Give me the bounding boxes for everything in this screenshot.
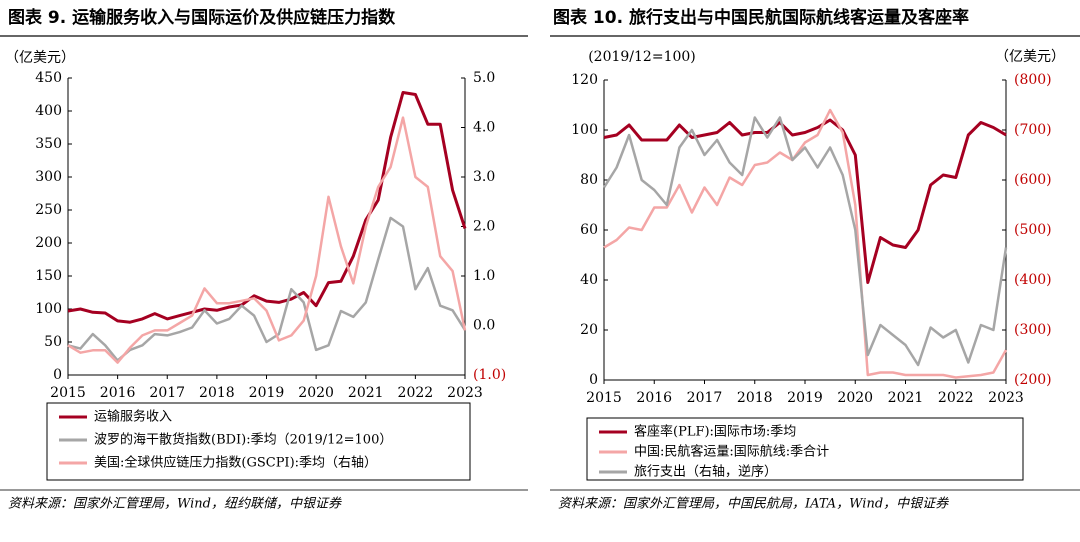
x-tick-label: 2018 (199, 385, 235, 401)
x-tick-label: 2020 (298, 385, 334, 401)
x-tick-label: 2021 (888, 390, 924, 406)
legend-box (46, 402, 471, 481)
legend-label: 中国:民航客运量:国际航线:季合计 (634, 444, 829, 460)
y-tick-label: 50 (44, 334, 62, 350)
x-tick-label: 2019 (787, 390, 823, 406)
y2-tick-label: 5.0 (473, 70, 495, 86)
legend-box (586, 417, 1024, 481)
y2-tick-label: (800) (1014, 72, 1052, 88)
y-tick-label: 450 (35, 70, 62, 86)
legend-label: 旅行支出（右轴，逆序） (634, 464, 777, 480)
x-tick-label: 2021 (348, 385, 384, 401)
y-tick-label: 300 (35, 169, 62, 185)
y2-axis-label: （亿美元） (995, 49, 1065, 65)
y-tick-label: 100 (35, 301, 62, 317)
y2-tick-label: (700) (1014, 122, 1052, 138)
y-axis-label: (2019/12=100) (588, 49, 696, 65)
x-tick-label: 2015 (50, 385, 86, 401)
x-tick-label: 2015 (586, 390, 622, 406)
series-line (602, 116, 1008, 367)
series-line (67, 91, 467, 324)
legend-label: 客座率(PLF):国际市场:季均 (634, 424, 796, 440)
y2-tick-label: (500) (1014, 222, 1052, 238)
x-tick-label: 2016 (100, 385, 136, 401)
source-note: 资料来源：国家外汇管理局，Wind，纽约联储，中银证券 (8, 496, 342, 512)
y-tick-label: 350 (35, 136, 62, 152)
x-tick-label: 2020 (837, 390, 873, 406)
legend-label: 美国:全球供应链压力指数(GSCPI):季均（右轴） (94, 455, 377, 471)
x-tick-label: 2018 (737, 390, 773, 406)
series-line (67, 116, 467, 364)
y2-tick-label: (300) (1014, 322, 1052, 338)
source-note: 资料来源：国家外汇管理局，中国民航局，IATA，Wind，中银证券 (558, 496, 949, 512)
y-tick-label: 20 (580, 322, 598, 338)
series-line (67, 216, 467, 362)
y-tick-label: 120 (571, 72, 598, 88)
y2-tick-label: 4.0 (473, 120, 495, 136)
y2-tick-label: 3.0 (473, 169, 495, 185)
y2-tick-label: (200) (1014, 372, 1052, 388)
x-tick-label: 2017 (687, 390, 723, 406)
y2-tick-label: 2.0 (473, 219, 495, 235)
x-tick-label: 2022 (938, 390, 974, 406)
x-tick-label: 2023 (988, 390, 1024, 406)
series-line (603, 118, 1007, 284)
y2-tick-label: 1.0 (473, 268, 495, 284)
y-tick-label: 0 (53, 367, 62, 383)
y2-tick-label: (1.0) (473, 367, 506, 383)
x-tick-label: 2017 (149, 385, 185, 401)
chart-title: 图表 9. 运输服务收入与国际运价及供应链压力指数 (8, 7, 396, 28)
y2-tick-label: 0.0 (473, 318, 495, 334)
y-axis-label: （亿美元） (5, 50, 75, 66)
x-tick-label: 2022 (398, 385, 434, 401)
y-tick-label: 250 (35, 202, 62, 218)
x-tick-label: 2019 (249, 385, 285, 401)
x-tick-label: 2023 (447, 385, 483, 401)
y-tick-label: 80 (580, 172, 598, 188)
y2-tick-label: (600) (1014, 172, 1052, 188)
x-tick-label: 2016 (636, 390, 672, 406)
legend-label: 波罗的海干散货指数(BDI):季均（2019/12=100） (94, 432, 392, 448)
y-tick-label: 200 (35, 235, 62, 251)
y-tick-label: 400 (35, 103, 62, 119)
y-tick-label: 40 (580, 272, 598, 288)
chart-title: 图表 10. 旅行支出与中国民航国际航线客运量及客座率 (553, 7, 969, 28)
y2-tick-label: (400) (1014, 272, 1052, 288)
y-tick-label: 150 (35, 268, 62, 284)
series-line (603, 108, 1008, 379)
y-tick-label: 0 (589, 372, 598, 388)
y-tick-label: 100 (571, 122, 598, 138)
legend-label: 运输服务收入 (94, 409, 172, 425)
y-tick-label: 60 (580, 222, 598, 238)
